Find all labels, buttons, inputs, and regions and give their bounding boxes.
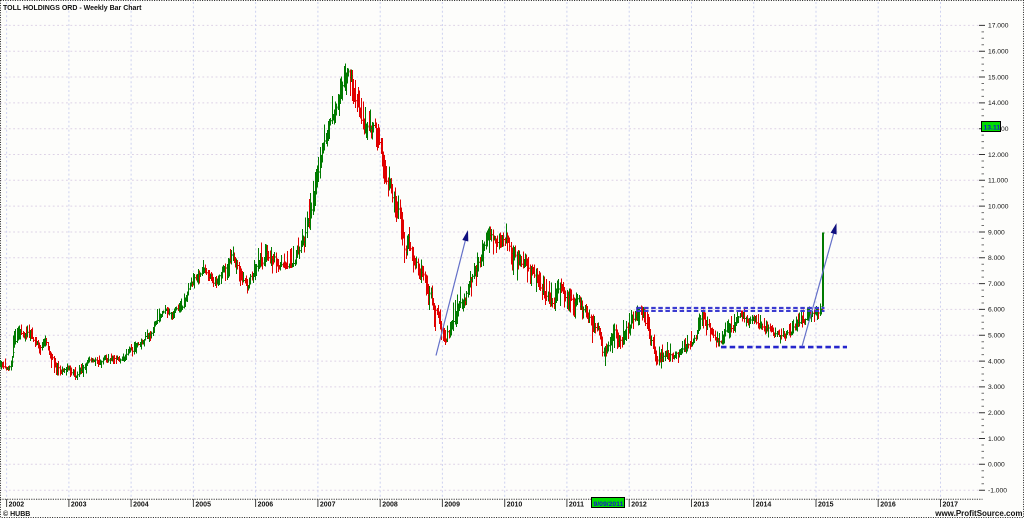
svg-text:2004: 2004 bbox=[133, 502, 149, 509]
svg-text:2003: 2003 bbox=[71, 502, 87, 509]
svg-text:2006: 2006 bbox=[258, 502, 274, 509]
svg-text:9.000: 9.000 bbox=[988, 229, 1005, 236]
svg-text:2010: 2010 bbox=[507, 502, 523, 509]
svg-text:www.ProfitSource.com: www.ProfitSource.com bbox=[934, 509, 1022, 518]
svg-text:9/09/2011: 9/09/2011 bbox=[594, 501, 624, 508]
svg-text:TOLL HOLDINGS ORD - Weekly Bar: TOLL HOLDINGS ORD - Weekly Bar Chart bbox=[3, 5, 142, 12]
svg-text:2015: 2015 bbox=[818, 502, 834, 509]
svg-text:-1.000: -1.000 bbox=[988, 488, 1007, 495]
svg-text:10.000: 10.000 bbox=[988, 203, 1009, 210]
svg-text:14.000: 14.000 bbox=[988, 100, 1009, 107]
svg-text:2007: 2007 bbox=[320, 502, 336, 509]
svg-text:0.000: 0.000 bbox=[988, 462, 1005, 469]
svg-text:15.000: 15.000 bbox=[988, 74, 1009, 81]
svg-text:2013: 2013 bbox=[694, 502, 710, 509]
svg-text:2017: 2017 bbox=[943, 502, 959, 509]
svg-text:2002: 2002 bbox=[9, 502, 25, 509]
svg-text:6.000: 6.000 bbox=[988, 307, 1005, 314]
svg-text:4.000: 4.000 bbox=[988, 358, 1005, 365]
svg-text:1.000: 1.000 bbox=[988, 436, 1005, 443]
svg-text:2011: 2011 bbox=[569, 502, 584, 509]
svg-text:2016: 2016 bbox=[880, 502, 896, 509]
svg-text:© HUBB: © HUBB bbox=[3, 510, 30, 518]
svg-text:2014: 2014 bbox=[756, 502, 772, 509]
svg-text:8.000: 8.000 bbox=[988, 255, 1005, 262]
svg-text:7.000: 7.000 bbox=[988, 281, 1005, 288]
svg-text:12.000: 12.000 bbox=[988, 152, 1009, 159]
svg-text:16.000: 16.000 bbox=[988, 49, 1009, 56]
svg-text:2009: 2009 bbox=[444, 502, 460, 509]
svg-text:11.000: 11.000 bbox=[988, 178, 1008, 185]
svg-text:5.000: 5.000 bbox=[988, 333, 1005, 340]
svg-text:13.11: 13.11 bbox=[984, 125, 1001, 132]
svg-text:2005: 2005 bbox=[195, 502, 211, 509]
svg-text:2008: 2008 bbox=[382, 502, 398, 509]
svg-text:17.000: 17.000 bbox=[988, 23, 1009, 30]
svg-text:2.000: 2.000 bbox=[988, 410, 1005, 417]
svg-text:2012: 2012 bbox=[631, 502, 647, 509]
svg-text:3.000: 3.000 bbox=[988, 384, 1005, 391]
